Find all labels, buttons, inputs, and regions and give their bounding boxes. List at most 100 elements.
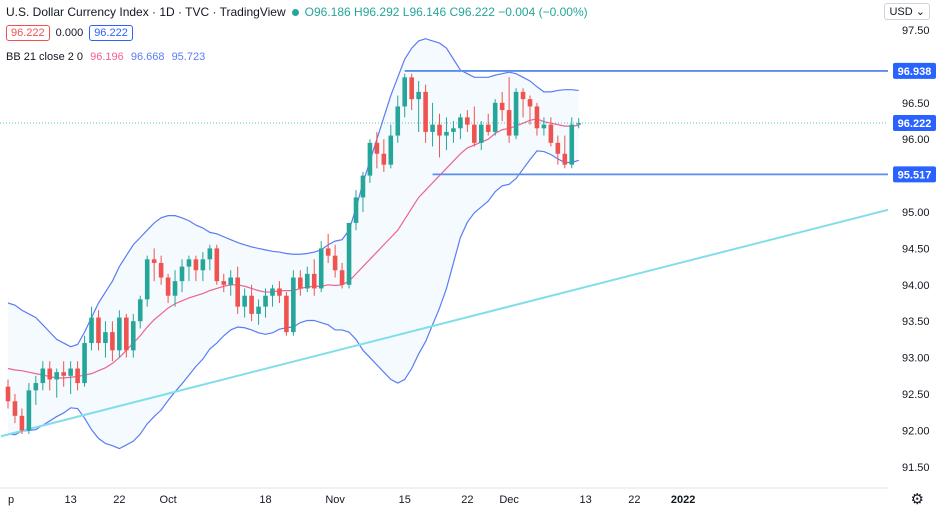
candle-body [117, 317, 122, 351]
candle [172, 270, 178, 307]
buy-price-button[interactable]: 96.222 [89, 25, 133, 41]
time-tick-label: 13 [580, 494, 592, 506]
candle-body [409, 77, 414, 100]
candle [26, 383, 32, 435]
candles [5, 73, 582, 435]
candle [395, 95, 401, 143]
candle-body [256, 306, 261, 314]
candle [437, 113, 442, 158]
price-label-last-text: 96.222 [898, 118, 932, 130]
candle-body [26, 390, 32, 431]
candle-body [402, 77, 408, 107]
candle-body [318, 248, 324, 289]
sell-price-button[interactable]: 96.222 [6, 25, 50, 41]
indicator-upper-value: 96.668 [130, 51, 165, 63]
candle [304, 266, 310, 293]
candle [256, 299, 261, 325]
candle [137, 295, 143, 329]
candle [298, 270, 303, 296]
currency-dropdown[interactable]: USD ⌄ [884, 3, 930, 20]
time-tick-label: 22 [113, 494, 125, 506]
candle-body [527, 99, 533, 107]
candle-body [541, 124, 547, 129]
candle-body [103, 332, 108, 344]
candle [423, 84, 428, 143]
candle [451, 121, 456, 143]
price-label-top-text: 96.938 [898, 66, 932, 78]
candle-body [444, 131, 449, 136]
candle [465, 110, 470, 132]
chart-title: U.S. Dollar Currency Index · 1D · TVC · … [6, 5, 286, 19]
gear-icon[interactable]: ⚙ [910, 491, 924, 508]
candle [235, 266, 240, 314]
candle-body [506, 110, 512, 136]
market-status-dot [291, 8, 299, 16]
price-tick-label: 95.00 [902, 207, 930, 219]
candle-body [298, 277, 303, 289]
price-label-top: 96.938 [893, 62, 936, 79]
price-tick-label: 96.00 [902, 134, 930, 146]
price-labels: 96.938 96.222 95.517 [893, 62, 936, 183]
candle-body [228, 277, 234, 285]
candle [158, 255, 164, 285]
support-trendline[interactable] [0, 208, 889, 438]
candle-body [346, 222, 352, 285]
candle [61, 361, 66, 387]
candle [103, 321, 108, 358]
price-tick-label: 93.00 [902, 353, 930, 365]
candle [284, 292, 289, 336]
candle [444, 117, 449, 151]
price-label-bottom: 95.517 [893, 166, 936, 183]
candle-body [263, 295, 268, 307]
horizontal-lines[interactable] [0, 70, 888, 176]
time-tick-label: Oct [160, 494, 177, 506]
candle-body [96, 317, 101, 344]
indicator-legend[interactable]: BB 21 close 2 0 96.196 96.668 95.723 [6, 51, 205, 63]
upper-band-line [7, 38, 579, 348]
candle-body [360, 175, 366, 198]
candle [374, 131, 380, 169]
candle-body [374, 142, 380, 154]
candle-body [367, 142, 373, 176]
price-tick-label: 97.50 [902, 25, 930, 37]
price-tick-label: 92.00 [902, 425, 930, 437]
candle [388, 124, 394, 169]
candle-body [437, 124, 442, 136]
candle [381, 139, 387, 172]
candle-body [513, 91, 519, 136]
candle [534, 102, 540, 136]
ohlc-change: −0.004 (−0.00%) [498, 5, 588, 19]
candle-body [270, 288, 275, 296]
candle [472, 106, 477, 147]
candle-body [291, 277, 296, 333]
candle-body [124, 317, 129, 351]
candle [124, 313, 129, 358]
candle-body [5, 386, 11, 402]
candle-body [416, 91, 421, 100]
time-tick-label: 18 [259, 494, 271, 506]
time-axis[interactable]: p 13 22 Oct 18 Nov 15 22 Dec 13 22 2022 [0, 487, 888, 506]
candle [82, 335, 87, 387]
candle-body [465, 117, 470, 125]
candle [458, 113, 463, 140]
candle [311, 259, 317, 296]
candle [249, 284, 254, 322]
candle-body [193, 259, 199, 271]
candle-body [172, 281, 178, 296]
candle-body [19, 415, 25, 431]
candle [367, 139, 373, 183]
candle-body [12, 401, 18, 416]
trendline[interactable] [0, 208, 889, 438]
candle-body [576, 123, 582, 125]
candle [416, 80, 421, 132]
candle [12, 394, 18, 424]
candle [200, 252, 206, 282]
candle-body [242, 295, 247, 307]
candle [569, 117, 575, 169]
chart-header: U.S. Dollar Currency Index · 1D · TVC · … [6, 5, 588, 19]
candle [353, 190, 359, 231]
candle [325, 233, 331, 263]
time-tick-label: Dec [499, 494, 519, 506]
candle-body [110, 332, 115, 351]
